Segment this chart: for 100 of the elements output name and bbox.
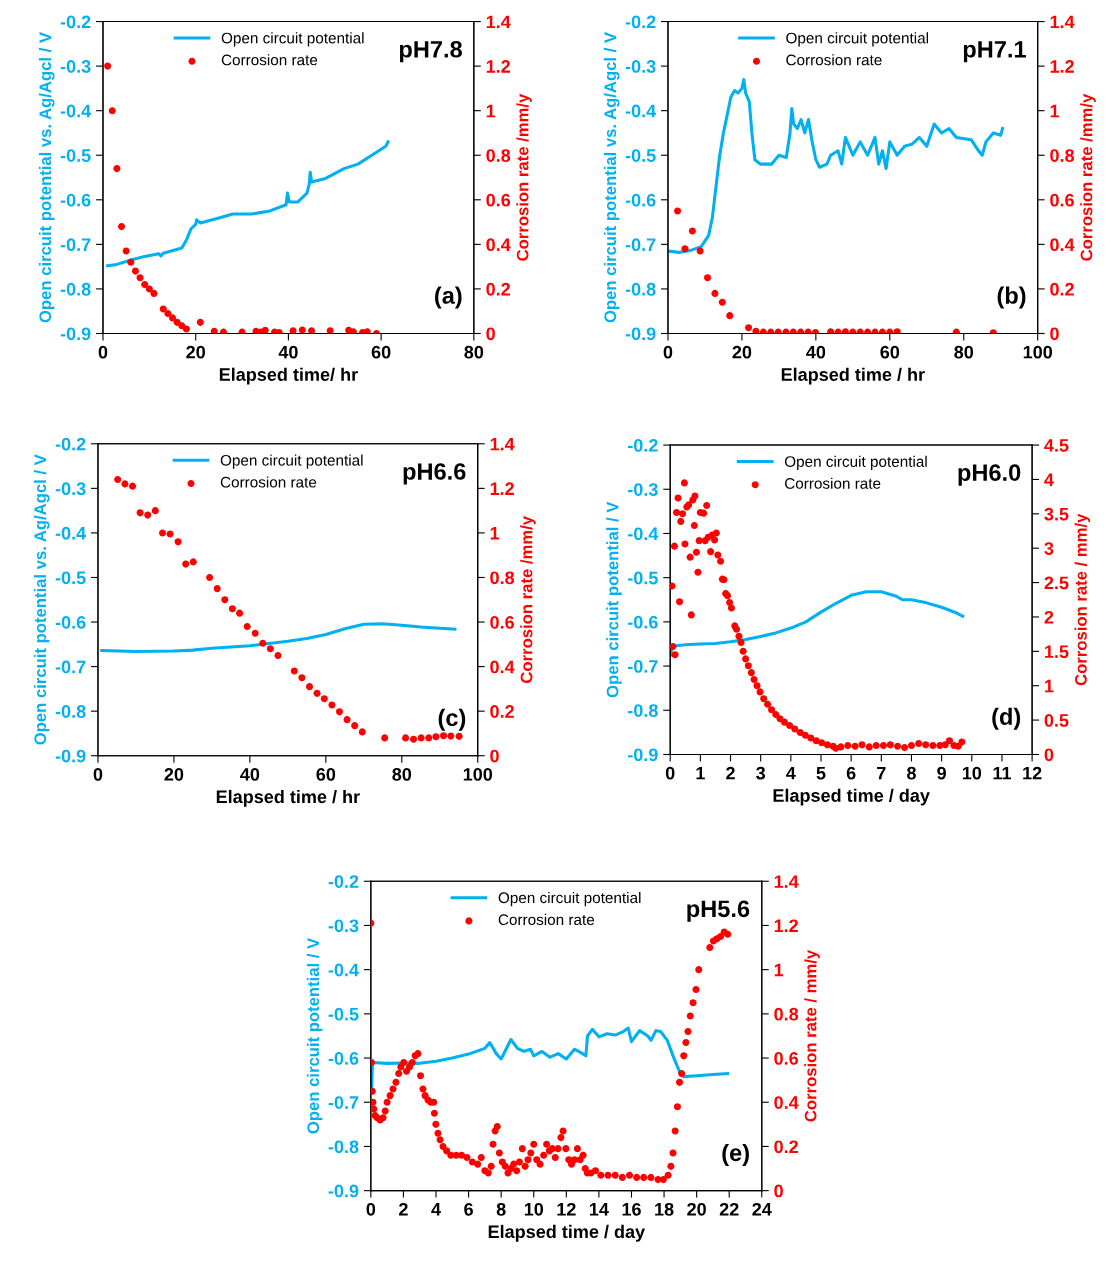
y-tick-label: -0.6 xyxy=(60,193,91,207)
y-tick-label: -0.3 xyxy=(625,60,656,73)
y-tick-label: -0.6 xyxy=(55,615,86,629)
y2-tick-label: 0 xyxy=(490,749,499,763)
y2-tick-label: 0.2 xyxy=(486,282,511,296)
x-tick-label: 24 xyxy=(752,1202,772,1216)
point xyxy=(213,585,221,593)
x-tick-label: 80 xyxy=(464,345,484,359)
y2-tick-label: 0 xyxy=(486,327,495,341)
legend-label: Corrosion rate xyxy=(220,476,317,488)
point xyxy=(168,314,177,322)
annotation: (c) xyxy=(438,708,466,731)
x-tick-label: 2 xyxy=(399,1202,408,1216)
y2-tick-label: 1 xyxy=(1045,679,1054,693)
y-tick-label: -0.4 xyxy=(625,104,657,118)
point xyxy=(349,328,357,334)
point xyxy=(402,734,410,742)
annotation: pH6.6 xyxy=(403,463,466,485)
y2-tick-label: 0.2 xyxy=(774,1140,798,1154)
y-axis-title: Open circuit potential vs. Ag/Agcl / V xyxy=(603,32,620,323)
legend-label: Open circuit potential xyxy=(784,455,927,470)
point xyxy=(108,107,116,115)
line-series xyxy=(670,590,965,657)
y2-tick-label: 1 xyxy=(486,104,496,118)
y-tick-label: -0.9 xyxy=(627,748,658,762)
y-tick-label: -0.6 xyxy=(328,1051,359,1065)
point xyxy=(114,475,122,483)
point xyxy=(251,629,259,637)
y-tick-label: -0.5 xyxy=(55,571,86,585)
y-tick-label: -0.5 xyxy=(625,149,656,162)
x-tick-label: 20 xyxy=(186,345,205,359)
x-tick-label: 11 xyxy=(993,766,1011,780)
y2-tick-label: 0.2 xyxy=(1050,282,1074,296)
point xyxy=(789,328,797,334)
y-tick-label: -0.3 xyxy=(627,483,658,497)
y2-tick-label: 0.4 xyxy=(1050,238,1075,252)
y2-tick-label: 4 xyxy=(1044,473,1054,486)
x-tick-label: 0 xyxy=(98,345,108,359)
annotation: (e) xyxy=(722,1143,749,1166)
y-tick-label: -0.4 xyxy=(60,104,92,118)
y-tick-label: -0.7 xyxy=(625,238,656,252)
point xyxy=(289,327,297,334)
point xyxy=(893,328,901,334)
point xyxy=(136,274,144,282)
y-tick-label: -0.9 xyxy=(328,1184,359,1198)
annotation: pH6.0 xyxy=(958,464,1021,486)
point xyxy=(206,573,214,582)
point xyxy=(432,733,440,741)
point xyxy=(313,689,321,697)
y-tick-label: -0.6 xyxy=(627,615,658,629)
point xyxy=(266,645,274,653)
y-tick-label: -0.2 xyxy=(60,15,91,29)
point xyxy=(127,258,135,266)
y-axis-title: Open circuit potential / V xyxy=(606,501,622,698)
annotation: pH7.1 xyxy=(963,41,1026,63)
point xyxy=(261,326,269,334)
y2-tick-label: 0.6 xyxy=(486,193,511,207)
y2-tick-label: 0 xyxy=(1050,327,1059,341)
x-tick-label: 12 xyxy=(1023,766,1042,780)
point xyxy=(425,734,433,742)
x-tick-label: 12 xyxy=(557,1202,576,1216)
point xyxy=(752,327,760,334)
x-tick-label: 40 xyxy=(278,345,298,359)
point xyxy=(182,560,190,568)
point xyxy=(122,247,130,255)
x-tick-label: 8 xyxy=(907,766,916,780)
point xyxy=(455,732,463,740)
point xyxy=(117,223,126,231)
y-tick-label: -0.7 xyxy=(627,660,658,673)
y2-axis-title: Corrosion rate /mm/y xyxy=(1080,93,1096,261)
y2-tick-label: 3 xyxy=(1044,542,1054,555)
x-tick-label: 16 xyxy=(622,1202,641,1216)
point xyxy=(164,309,172,317)
y-axis-title: Open circuit potential / V xyxy=(306,937,323,1134)
x-tick-label: 18 xyxy=(655,1202,674,1216)
y2-tick-label: 1.4 xyxy=(486,15,511,29)
x-tick-label: 1 xyxy=(696,766,705,780)
point xyxy=(305,683,314,691)
y-tick-label: -0.8 xyxy=(60,282,91,296)
point xyxy=(221,596,229,604)
x-tick-label: 6 xyxy=(846,766,856,780)
point xyxy=(417,734,425,742)
x-tick-label: 0 xyxy=(366,1202,376,1216)
x-tick-label: 40 xyxy=(806,345,826,359)
point xyxy=(440,732,448,740)
point xyxy=(228,605,236,613)
legend-label: Open circuit potential xyxy=(221,32,364,47)
point xyxy=(236,609,244,617)
x-axis-title: Elapsed time / hr xyxy=(781,367,925,385)
x-tick-label: 14 xyxy=(589,1203,609,1216)
point xyxy=(243,622,251,631)
point xyxy=(827,328,835,334)
y2-tick-label: 0.6 xyxy=(1050,193,1074,207)
y2-axis-title: Corrosion rate / mm/y xyxy=(804,949,820,1122)
point xyxy=(688,227,696,235)
point xyxy=(145,285,153,293)
x-tick-label: 7 xyxy=(877,766,886,780)
point xyxy=(703,274,712,282)
line-series xyxy=(106,140,390,268)
y2-tick-label: 2 xyxy=(1044,610,1054,624)
